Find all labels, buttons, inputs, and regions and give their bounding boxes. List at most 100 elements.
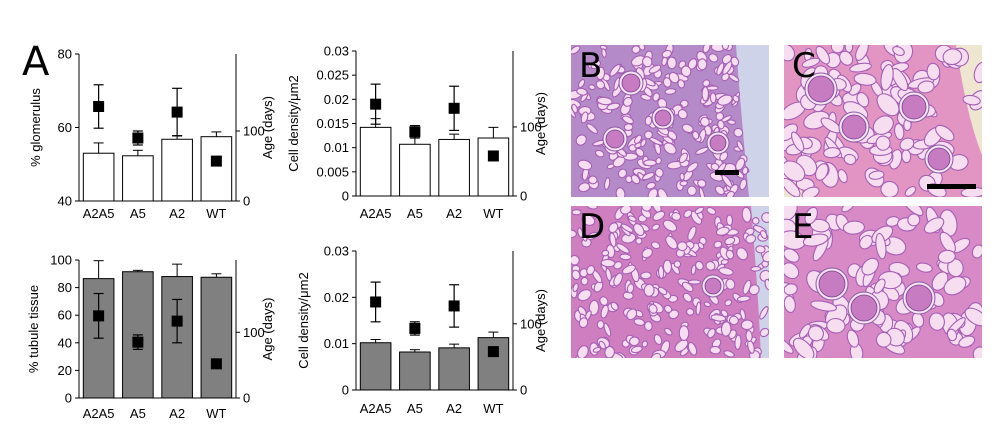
- tissue-shape: [630, 174, 641, 185]
- tissue-shape: [644, 321, 653, 332]
- tissue-shape: [665, 235, 678, 250]
- tissue-shape: [875, 135, 891, 151]
- tissue-shape: [722, 61, 733, 75]
- category-label: WT: [483, 206, 503, 221]
- panel-label-a: A: [22, 39, 50, 85]
- tissue-shape: [642, 172, 655, 181]
- tissue-shape: [616, 243, 630, 254]
- left-axis-title: Cell density/μm2: [296, 272, 311, 368]
- left-tick-label: 40: [58, 194, 72, 209]
- tissue-shape: [643, 159, 657, 167]
- tissue-shape: [617, 168, 628, 179]
- age-marker: [409, 322, 421, 334]
- age-marker: [448, 300, 460, 312]
- tissue-shape: [859, 234, 873, 250]
- age-marker: [487, 346, 499, 358]
- micrograph-image: [571, 206, 769, 358]
- tissue-shape: [676, 241, 688, 252]
- tissue-shape: [621, 73, 641, 93]
- tissue-shape: [946, 328, 958, 342]
- tissue-shape: [927, 147, 951, 171]
- tissue-shape: [971, 244, 982, 259]
- tissue-shape: [592, 346, 602, 353]
- tissue-shape: [707, 328, 716, 339]
- micrograph-letter: D: [579, 207, 606, 247]
- left-tick-label: 0: [342, 383, 349, 398]
- tissue-shape: [663, 142, 677, 155]
- right-tick-label: 0: [243, 194, 250, 209]
- tissue-shape: [709, 92, 717, 104]
- tissue-shape: [654, 167, 664, 178]
- left-tick-label: 0: [65, 391, 72, 406]
- tissue-shape: [609, 232, 617, 248]
- tissue-shape: [907, 213, 921, 227]
- tissue-shape: [842, 220, 865, 235]
- tissue-shape: [790, 131, 805, 152]
- tissue-shape: [717, 94, 733, 106]
- tissue-shape: [687, 341, 698, 356]
- tissue-shape: [923, 217, 945, 234]
- tissue-shape: [807, 325, 824, 342]
- tissue-shape: [880, 180, 899, 197]
- tissue-shape: [719, 151, 729, 162]
- category-label: A5: [130, 206, 146, 221]
- tissue-shape: [856, 92, 870, 108]
- tissue-shape: [651, 223, 660, 231]
- category-label: A2A5: [360, 206, 392, 221]
- micrograph-letter: E: [792, 207, 814, 247]
- tissue-shape: [646, 181, 657, 190]
- tissue-shape: [784, 283, 798, 296]
- tissue-shape: [641, 247, 653, 259]
- bar: [82, 152, 115, 202]
- tissue-shape: [709, 134, 727, 152]
- age-marker: [210, 358, 222, 370]
- bar: [200, 276, 233, 399]
- age-marker: [171, 106, 183, 118]
- right-tick-label: 100: [520, 316, 542, 331]
- tissue-shape: [964, 307, 982, 327]
- left-tick-label: 0.03: [324, 244, 349, 259]
- tissue-shape: [615, 187, 626, 197]
- tissue-shape: [588, 84, 596, 91]
- tissue-shape: [578, 317, 589, 329]
- left-tick-label: 0.02: [324, 290, 349, 305]
- tissue-shape: [571, 104, 576, 119]
- tissue-shape: [648, 303, 658, 314]
- tissue-shape: [613, 272, 623, 287]
- tissue-shape: [704, 277, 722, 295]
- tissue-shape: [740, 319, 754, 331]
- tissue-shape: [745, 330, 753, 343]
- tissue-shape: [823, 147, 841, 159]
- tissue-shape: [728, 315, 739, 326]
- category-label: A2A5: [360, 401, 392, 416]
- tissue-shape: [620, 223, 634, 233]
- tissue-shape: [641, 206, 652, 212]
- tissue-shape: [664, 327, 673, 336]
- category-label: A2: [446, 401, 462, 416]
- tissue-shape: [917, 80, 935, 94]
- tissue-shape: [686, 185, 697, 197]
- tissue-shape: [571, 229, 577, 238]
- tissue-shape: [686, 162, 699, 173]
- tissue-shape: [759, 230, 768, 239]
- category-label: WT: [483, 401, 503, 416]
- tissue-shape: [679, 180, 688, 187]
- bar: [477, 137, 510, 197]
- tissue-shape: [815, 45, 831, 65]
- tissue-shape: [846, 329, 860, 348]
- tissue-shape: [623, 123, 634, 131]
- tissue-shape: [814, 163, 829, 181]
- micrograph-c: C: [784, 45, 982, 197]
- bar: [161, 138, 193, 202]
- left-tick-label: 80: [58, 280, 72, 295]
- tissue-shape: [875, 331, 892, 348]
- tissue-shape: [713, 240, 723, 249]
- tissue-shape: [706, 206, 717, 215]
- age-marker: [93, 101, 105, 112]
- tissue-shape: [736, 45, 769, 197]
- tissue-shape: [715, 226, 730, 236]
- tissue-shape: [634, 134, 643, 145]
- category-label: A2A5: [83, 206, 115, 221]
- tissue-shape: [627, 215, 637, 222]
- tissue-shape: [642, 56, 653, 68]
